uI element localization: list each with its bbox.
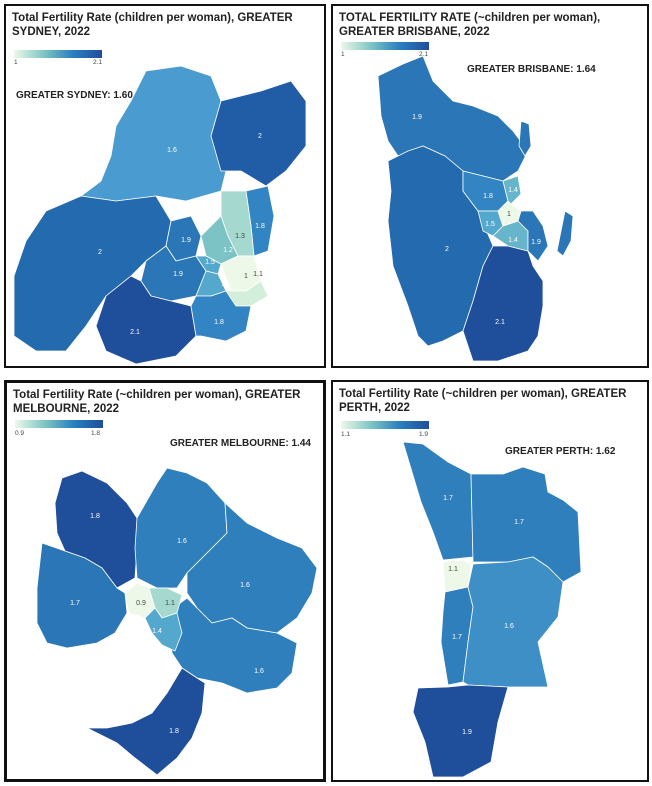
region-bri-e[interactable] — [517, 210, 549, 262]
brisbane-legend-bar — [341, 42, 429, 50]
region-syd-e4[interactable] — [195, 255, 222, 275]
region-mel-nw[interactable] — [54, 470, 138, 589]
label-syd-s: 1.8 — [214, 319, 224, 326]
melbourne-map: 1.8 1.7 1.6 1.6 1.6 0.9 1.1 1.4 1.8 — [36, 467, 318, 776]
region-syd-ne[interactable] — [210, 80, 307, 187]
label-bri-s: 2.1 — [495, 319, 505, 326]
region-mel-w[interactable] — [36, 542, 128, 649]
label-bri-c2: 1.4 — [508, 187, 518, 194]
label-mel-w: 1.7 — [70, 600, 80, 607]
label-bri-c1: 1.8 — [483, 193, 493, 200]
label-mel-c2: 1.1 — [165, 600, 175, 607]
brisbane-total: GREATER BRISBANE: 1.64 — [467, 64, 596, 75]
region-per-s[interactable] — [412, 684, 509, 778]
perth-panel: Total Fertility Rate (~children per woma… — [331, 380, 649, 782]
region-per-c[interactable] — [442, 559, 472, 593]
brisbane-legend-max: 2.1 — [419, 51, 429, 58]
sydney-legend-max: 2.1 — [93, 59, 103, 66]
sydney-legend-bar — [14, 50, 102, 58]
label-syd-c1: 1.9 — [181, 237, 191, 244]
label-syd-e3: 1.2 — [223, 247, 233, 254]
sydney-total: GREATER SYDNEY: 1.60 — [16, 90, 133, 101]
melbourne-legend-bar — [15, 420, 103, 428]
label-syd-e1: 1.8 — [255, 223, 265, 230]
perth-legend-bar — [341, 421, 429, 429]
label-bri-c4: 1.4 — [508, 237, 518, 244]
brisbane-legend-min: 1 — [341, 51, 345, 58]
label-syd-ne: 2 — [258, 133, 262, 140]
label-mel-ne: 1.6 — [240, 582, 250, 589]
label-syd-e5: 1.5 — [221, 281, 231, 288]
label-per-ne: 1.7 — [514, 519, 524, 526]
sydney-panel: Total Fertility Rate (children per woman… — [4, 4, 326, 368]
label-mel-e: 1.6 — [254, 668, 264, 675]
sydney-title: Total Fertility Rate (children per woman… — [12, 12, 293, 38]
label-mel-c1: 0.9 — [136, 600, 146, 607]
label-syd-nw: 1.6 — [167, 147, 177, 154]
label-per-nw: 1.7 — [443, 495, 453, 502]
region-bri-s[interactable] — [462, 245, 544, 362]
perth-map: 1.7 1.7 1.1 1.7 1.6 1.9 — [402, 441, 582, 778]
label-bri-c3: 1.5 — [485, 221, 495, 228]
label-syd-w: 2 — [98, 249, 102, 256]
region-mel-s[interactable] — [86, 667, 206, 776]
perth-total: GREATER PERTH: 1.62 — [505, 446, 616, 457]
sydney-map: 1.6 2 2 1.9 1.9 2.1 1.8 1.3 1.2 1.5 1.5 … — [13, 65, 307, 365]
label-bri-e: 1.9 — [531, 239, 541, 246]
label-mel-s: 1.8 — [169, 728, 179, 735]
region-per-e[interactable] — [462, 556, 564, 688]
label-syd-e2: 1.3 — [235, 233, 245, 240]
region-bri-coast[interactable] — [518, 120, 532, 157]
label-syd-e4: 1.5 — [205, 259, 215, 266]
label-bri-w: 2 — [445, 246, 449, 253]
label-bri-n: 1.9 — [412, 114, 422, 121]
perth-legend-min: 1.1 — [341, 431, 351, 438]
brisbane-title: TOTAL FERTILITY RATE (~children per woma… — [339, 12, 601, 38]
label-syd-sw: 2.1 — [130, 329, 140, 336]
label-mel-c3: 1.4 — [152, 628, 162, 635]
perth-title: Total Fertility Rate (~children per woma… — [339, 388, 627, 414]
label-mel-n: 1.6 — [177, 538, 187, 545]
label-per-w: 1.7 — [452, 634, 462, 641]
region-syd-s[interactable] — [190, 290, 252, 342]
label-syd-e6: 1 — [244, 273, 248, 280]
label-per-c: 1.1 — [448, 566, 458, 573]
label-per-e: 1.6 — [504, 623, 514, 630]
melbourne-total: GREATER MELBOURNE: 1.44 — [170, 438, 311, 449]
melbourne-legend-max: 1.8 — [91, 430, 101, 437]
sydney-legend-min: 1 — [14, 59, 18, 66]
brisbane-panel: TOTAL FERTILITY RATE (~children per woma… — [331, 4, 649, 368]
melbourne-legend-min: 0.9 — [15, 430, 25, 437]
region-bri-isl[interactable] — [556, 210, 574, 257]
perth-legend-max: 1.9 — [419, 431, 429, 438]
region-mel-c3[interactable] — [144, 607, 183, 652]
brisbane-map: 1.9 2 2.1 1.8 1.4 1.5 1.4 1 1.9 — [377, 55, 574, 362]
melbourne-title: Total Fertility Rate (~children per woma… — [13, 389, 301, 415]
label-mel-nw: 1.8 — [90, 513, 100, 520]
region-syd-nw[interactable] — [80, 65, 227, 202]
label-syd-e7: 1.1 — [253, 271, 263, 278]
label-syd-c2: 1.9 — [173, 271, 183, 278]
label-per-s: 1.9 — [462, 729, 472, 736]
region-per-nw[interactable] — [402, 441, 474, 561]
melbourne-panel: Total Fertility Rate (~children per woma… — [4, 380, 326, 782]
region-bri-c2[interactable] — [502, 175, 522, 205]
label-bri-c5: 1 — [507, 211, 511, 218]
